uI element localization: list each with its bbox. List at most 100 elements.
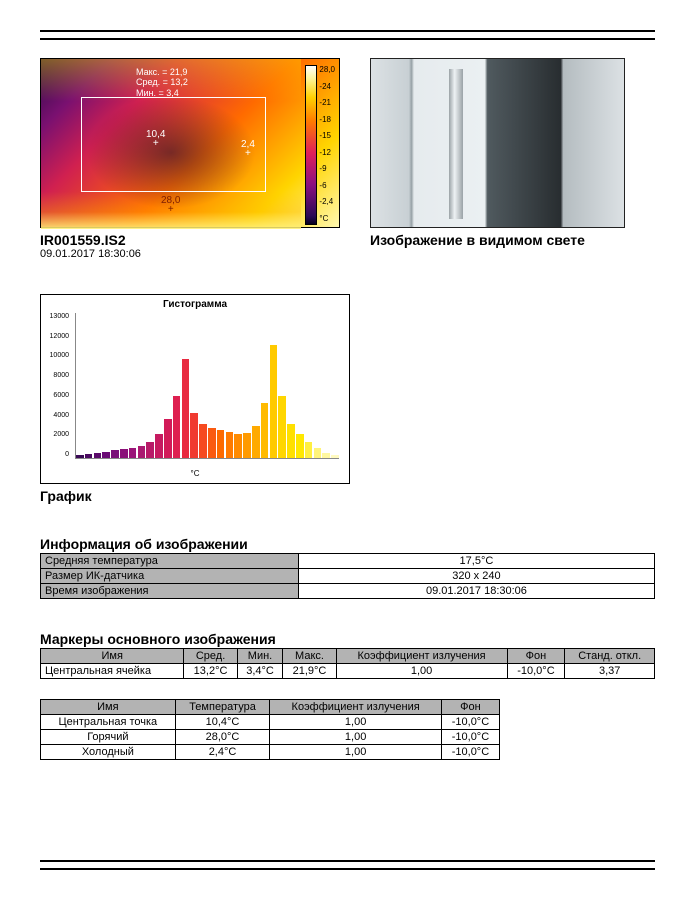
histogram-bar (120, 449, 128, 458)
colorbar-tick: -12 (319, 148, 335, 157)
thermal-image: Макс. = 21,9 Сред. = 13,2 Мин. = 3,4 10,… (40, 58, 340, 228)
histogram-bar (314, 448, 322, 458)
histogram-ytick: 13000 (45, 313, 69, 320)
table-header: Макс. (283, 649, 336, 664)
histogram-ytick: 2000 (45, 431, 69, 438)
table-cell: -10,0°C (441, 730, 499, 745)
table-cell: 10,4°C (175, 715, 270, 730)
histogram-yticks: 13000120001000080006000400020000 (45, 313, 69, 458)
histogram-bar (226, 432, 234, 458)
table-cell: Холодный (41, 745, 176, 760)
markers-table: ИмяСред.Мин.Макс.Коэффициент излученияФо… (40, 648, 655, 679)
table-header: Имя (41, 700, 176, 715)
colorbar-tick: 28,0 (319, 65, 335, 74)
histogram-bar (305, 442, 313, 458)
table-cell: 1,00 (270, 715, 442, 730)
histogram-panel: Гистограмма 13000 12000 10000 8000 6000 4000 2… (40, 294, 350, 484)
histogram-area (75, 313, 339, 459)
table-cell: -10,0°C (441, 745, 499, 760)
histogram-ytick: 10000 (45, 352, 69, 359)
table-header: Фон (441, 700, 499, 715)
table-header: Коэффициент излучения (270, 700, 442, 715)
marker-center: 10,4+ (146, 129, 165, 148)
histogram-bar (76, 455, 84, 458)
histogram-bar (173, 396, 181, 458)
stat-max: Макс. = 21,9 (136, 67, 188, 77)
visible-light-image (370, 58, 625, 228)
marker-hot: 28,0+ (161, 195, 180, 214)
colorbar-tick: -2,4 (319, 197, 335, 206)
table-header: Станд. откл. (565, 649, 655, 664)
colorbar-tick: °C (319, 214, 335, 223)
histogram-caption: График (40, 488, 655, 504)
info-value: 17,5°C (298, 554, 654, 569)
histogram-bar (287, 424, 295, 458)
histogram-bar (270, 345, 278, 458)
thermal-filename: IR001559.IS2 (40, 232, 340, 248)
colorbar-tick: -6 (319, 181, 335, 190)
marker-cold: 2,4+ (241, 139, 255, 158)
colorbar-ticks: 28,0-24-21-18-15-12-9-6-2,4°C (319, 65, 335, 223)
histogram-bar (217, 430, 225, 458)
info-table: Средняя температура17,5°CРазмер ИК-датчи… (40, 553, 655, 599)
histogram-bar (102, 452, 110, 458)
visible-caption: Изображение в видимом свете (370, 232, 625, 248)
histogram-bar (155, 434, 163, 458)
histogram-bar (234, 434, 242, 458)
histogram-bar (208, 428, 216, 458)
table-cell: -10,0°C (441, 715, 499, 730)
histogram-bar (164, 419, 172, 458)
histogram-bar (278, 396, 286, 458)
histogram-bar (252, 426, 260, 458)
colorbar: 28,0-24-21-18-15-12-9-6-2,4°C (305, 65, 335, 223)
histogram-ytick: 12000 (45, 333, 69, 340)
table-header: Фон (507, 649, 565, 664)
table-cell: 2,4°C (175, 745, 270, 760)
histogram-bar (182, 359, 190, 458)
thermal-timestamp: 09.01.2017 18:30:06 (40, 248, 340, 260)
histogram-bar (146, 442, 154, 458)
histogram-bar (138, 446, 146, 458)
table-cell: Центральная ячейка (41, 664, 184, 679)
histogram-bar (111, 450, 119, 458)
roi-box (81, 97, 266, 192)
top-rule (40, 30, 655, 40)
histogram-ytick: 6000 (45, 392, 69, 399)
table-cell: 13,2°C (184, 664, 237, 679)
table-header: Мин. (237, 649, 283, 664)
histogram-bar (94, 453, 102, 458)
thermal-stats: Макс. = 21,9 Сред. = 13,2 Мин. = 3,4 (136, 67, 188, 98)
histogram-bar (243, 433, 251, 458)
colorbar-tick: -18 (319, 115, 335, 124)
info-label: Средняя температура (41, 554, 299, 569)
colorbar-gradient (305, 65, 317, 225)
table-cell: 3,4°C (237, 664, 283, 679)
colorbar-tick: -15 (319, 131, 335, 140)
markers-title: Маркеры основного изображения (40, 631, 655, 647)
info-value: 09.01.2017 18:30:06 (298, 584, 654, 599)
points-table: ИмяТемператураКоэффициент излученияФон Ц… (40, 699, 500, 760)
histogram-bar (85, 454, 93, 458)
table-header: Имя (41, 649, 184, 664)
info-label: Размер ИК-датчика (41, 569, 299, 584)
histogram-bar (199, 424, 207, 458)
histogram-ytick: 8000 (45, 372, 69, 379)
histogram-bar (261, 403, 269, 458)
info-value: 320 x 240 (298, 569, 654, 584)
stat-min: Мин. = 3,4 (136, 88, 188, 98)
histogram-bar (129, 448, 137, 458)
table-cell: 28,0°C (175, 730, 270, 745)
table-header: Коэффициент излучения (336, 649, 507, 664)
histogram-bar (331, 455, 339, 458)
table-header: Сред. (184, 649, 237, 664)
histogram-bar (322, 453, 330, 458)
histogram-xlabel: °C (47, 469, 343, 478)
table-cell: -10,0°C (507, 664, 565, 679)
table-cell: 21,9°C (283, 664, 336, 679)
histogram-title: Гистограмма (47, 299, 343, 310)
info-title: Информация об изображении (40, 536, 655, 552)
stat-avg: Сред. = 13,2 (136, 77, 188, 87)
histogram-bar (190, 413, 198, 458)
histogram-ytick: 4000 (45, 412, 69, 419)
table-cell: 1,00 (336, 664, 507, 679)
